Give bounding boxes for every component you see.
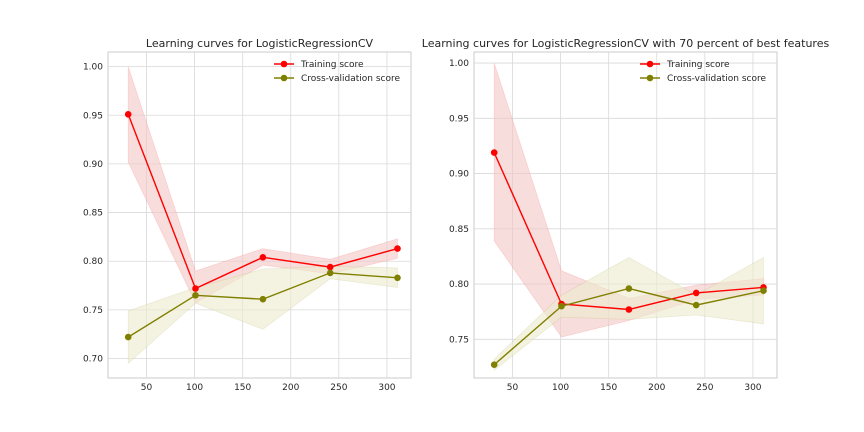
- chart-title: Learning curves for LogisticRegressionCV: [146, 37, 374, 50]
- data-point: [394, 274, 401, 282]
- legend-marker: [646, 60, 654, 68]
- chart-right: Learning curves for LogisticRegressionCV…: [422, 37, 830, 393]
- data-point: [326, 263, 334, 271]
- x-tick-label: 100: [186, 383, 203, 393]
- confidence-band: [493, 256, 764, 372]
- y-tick-label: 1.00: [449, 59, 469, 69]
- data-point: [692, 289, 700, 297]
- y-tick-label: 0.95: [449, 114, 469, 124]
- x-tick-label: 100: [552, 383, 569, 393]
- data-point: [326, 269, 334, 277]
- x-tick-label: 300: [378, 383, 395, 393]
- data-point: [259, 295, 267, 303]
- legend-marker: [280, 60, 288, 68]
- y-tick-label: 0.80: [449, 280, 469, 290]
- x-tick-label: 150: [600, 383, 617, 393]
- chart-title: Learning curves for LogisticRegressionCV…: [422, 37, 830, 50]
- x-tick-label: 50: [141, 383, 153, 393]
- data-point: [124, 111, 132, 118]
- legend-marker: [646, 74, 654, 82]
- y-tick-label: 0.75: [83, 306, 103, 316]
- data-point: [192, 292, 199, 299]
- legend-label: Training score: [666, 60, 730, 70]
- y-tick-label: 0.75: [449, 335, 469, 345]
- data-point: [625, 285, 633, 292]
- y-tick-label: 0.90: [83, 160, 103, 170]
- data-point: [558, 302, 565, 310]
- legend-entry: Training score: [274, 60, 364, 70]
- y-tick-label: 0.85: [83, 209, 103, 219]
- data-point: [625, 306, 633, 313]
- data-point: [692, 301, 700, 309]
- y-tick-label: 0.85: [449, 225, 469, 235]
- data-point: [394, 245, 401, 252]
- data-point: [259, 253, 267, 261]
- x-tick-label: 250: [696, 383, 713, 393]
- y-tick-label: 0.90: [449, 170, 469, 180]
- y-tick-label: 0.80: [83, 257, 103, 267]
- chart-left: Learning curves for LogisticRegressionCV…: [83, 37, 412, 393]
- legend-label: Training score: [300, 60, 364, 70]
- legend-label: Cross-validation score: [667, 74, 766, 84]
- legend-entry: Training score: [640, 60, 730, 70]
- data-point: [490, 361, 498, 369]
- data-point: [192, 285, 199, 292]
- legend-entry: Cross-validation score: [640, 74, 766, 84]
- x-tick-label: 50: [507, 383, 519, 393]
- x-tick-label: 200: [648, 383, 665, 393]
- data-point: [760, 287, 767, 295]
- legend-label: Cross-validation score: [301, 74, 400, 84]
- y-tick-label: 1.00: [83, 63, 103, 73]
- data-point: [124, 333, 132, 341]
- y-tick-label: 0.95: [83, 111, 103, 121]
- x-tick-label: 150: [234, 383, 251, 393]
- x-tick-label: 200: [282, 383, 299, 393]
- y-tick-label: 0.70: [83, 355, 103, 365]
- x-tick-label: 300: [744, 383, 761, 393]
- x-tick-label: 250: [330, 383, 347, 393]
- data-point: [490, 149, 498, 156]
- legend-entry: Cross-validation score: [274, 74, 400, 84]
- legend-marker: [280, 74, 288, 82]
